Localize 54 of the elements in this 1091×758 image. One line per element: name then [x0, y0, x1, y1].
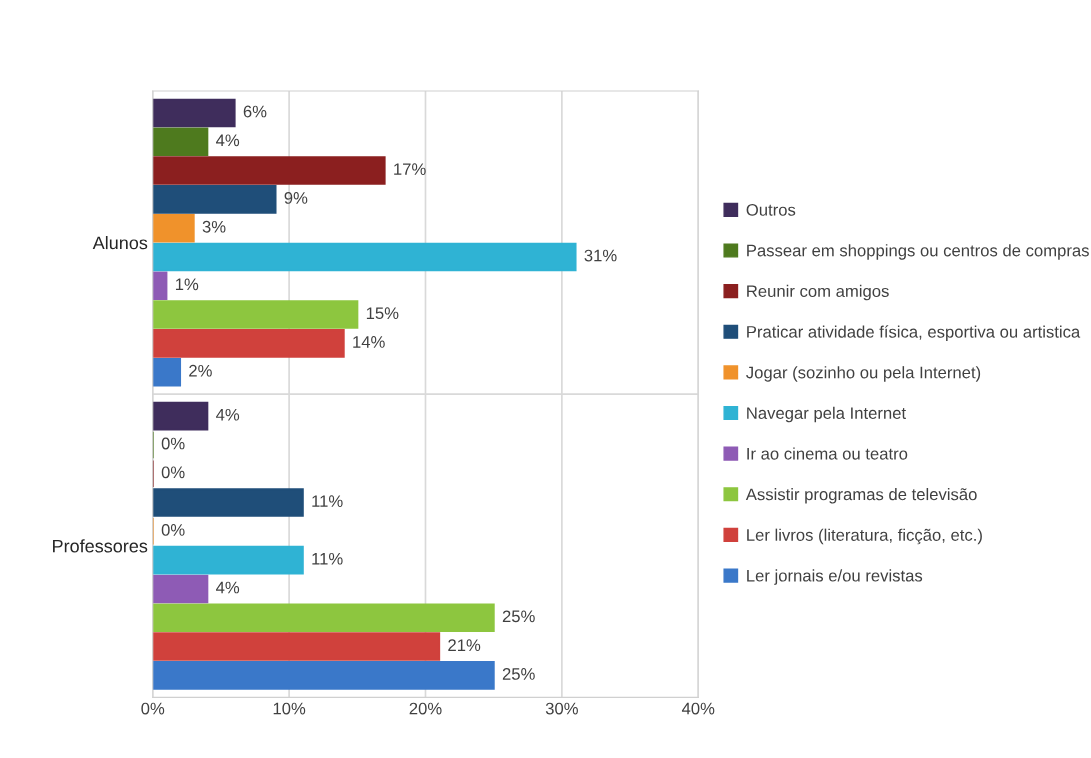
data-label: 0% [161, 437, 185, 450]
legend-label: Passear em shoppings ou centros de compras [747, 244, 1089, 260]
bar [152, 488, 304, 517]
data-label: 0% [161, 524, 185, 536]
bar [152, 401, 209, 431]
legend-label: Navegar pela Internet [747, 406, 906, 423]
bar [152, 574, 209, 604]
legend-label: Outros [746, 203, 796, 216]
bar [152, 127, 209, 157]
data-label: 25% [502, 610, 535, 623]
data-label: 0% [161, 466, 185, 479]
data-label: 11% [312, 495, 343, 507]
data-label: 4% [216, 408, 240, 421]
data-label: 11% [312, 552, 343, 565]
bar [152, 329, 345, 358]
legend-label: Ler livros (literatura, ficção, etc.) [747, 528, 982, 545]
x-tick-label: 10% [273, 702, 306, 715]
data-label: 2% [189, 364, 212, 377]
data-label: 6% [243, 105, 267, 118]
data-label: 3% [202, 220, 226, 233]
bar [152, 632, 441, 661]
data-label: 17% [394, 163, 426, 175]
x-tick-label: 0% [141, 702, 165, 715]
data-label: 4% [216, 134, 240, 147]
bar [152, 661, 495, 690]
bar [152, 357, 182, 387]
legend-label: Ir ao cinema ou teatro [747, 447, 908, 460]
bar [152, 156, 386, 185]
data-label: 9% [284, 192, 308, 204]
data-label: 15% [366, 307, 399, 320]
data-label: 31% [584, 249, 617, 262]
legend-label: Reunir com amigos [747, 284, 889, 301]
bar [152, 98, 236, 128]
bar [152, 300, 359, 329]
bar [152, 242, 577, 272]
y-tick-label: Professores [53, 539, 148, 553]
data-label: 25% [502, 668, 535, 680]
bar [152, 545, 304, 575]
x-tick-label: 20% [409, 702, 442, 715]
y-tick-label: Alunos [92, 236, 148, 250]
legend-label: Praticar atividade física, esportiva ou artistica [747, 325, 1081, 342]
data-label: 21% [448, 639, 481, 651]
bar [152, 185, 277, 214]
legend-label: Ler jornais e/ou revistas [747, 569, 923, 585]
legend-label: Assistir programas de televisão [745, 488, 977, 504]
bar [152, 271, 168, 301]
bar [152, 603, 495, 633]
data-label: 1% [175, 278, 199, 291]
data-label: 14% [353, 336, 385, 348]
legend-label: Jogar (sozinho ou pela Internet) [746, 366, 981, 382]
data-label: 4% [216, 581, 240, 594]
x-tick-label: 40% [681, 702, 715, 715]
bar [152, 213, 195, 243]
x-tick-label: 30% [545, 702, 578, 715]
